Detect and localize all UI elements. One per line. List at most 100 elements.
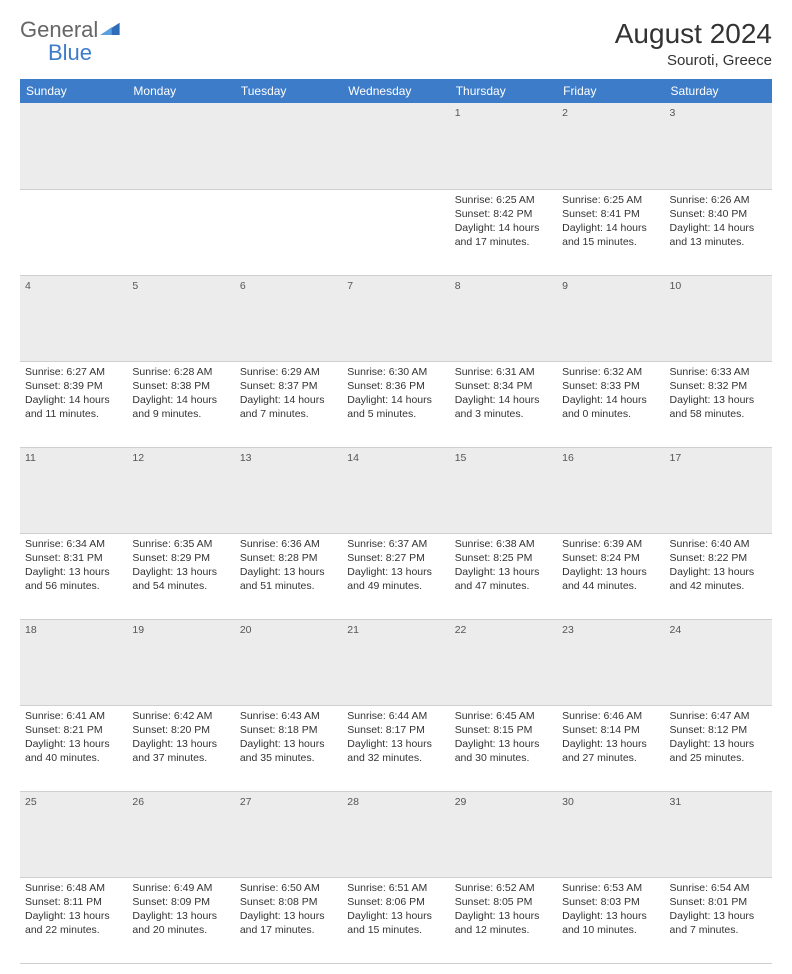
daylight-text: Daylight: 13 hours and 25 minutes. bbox=[670, 737, 767, 765]
sunrise-text: Sunrise: 6:25 AM bbox=[562, 193, 659, 207]
weekday-header: Tuesday bbox=[235, 79, 342, 103]
sunset-text: Sunset: 8:34 PM bbox=[455, 379, 552, 393]
day-detail-cell: Sunrise: 6:54 AMSunset: 8:01 PMDaylight:… bbox=[665, 877, 772, 963]
sunset-text: Sunset: 8:05 PM bbox=[455, 895, 552, 909]
sunrise-text: Sunrise: 6:47 AM bbox=[670, 709, 767, 723]
day-detail-row: Sunrise: 6:25 AMSunset: 8:42 PMDaylight:… bbox=[20, 189, 772, 275]
sunset-text: Sunset: 8:08 PM bbox=[240, 895, 337, 909]
day-number-cell: 28 bbox=[342, 791, 449, 877]
day-detail-cell: Sunrise: 6:53 AMSunset: 8:03 PMDaylight:… bbox=[557, 877, 664, 963]
day-detail-cell: Sunrise: 6:34 AMSunset: 8:31 PMDaylight:… bbox=[20, 533, 127, 619]
weekday-header: Thursday bbox=[450, 79, 557, 103]
day-number-cell: 24 bbox=[665, 619, 772, 705]
day-detail-cell: Sunrise: 6:29 AMSunset: 8:37 PMDaylight:… bbox=[235, 361, 342, 447]
sunrise-text: Sunrise: 6:39 AM bbox=[562, 537, 659, 551]
day-detail-cell: Sunrise: 6:50 AMSunset: 8:08 PMDaylight:… bbox=[235, 877, 342, 963]
daylight-text: Daylight: 13 hours and 12 minutes. bbox=[455, 909, 552, 937]
day-number-cell: 12 bbox=[127, 447, 234, 533]
sunset-text: Sunset: 8:39 PM bbox=[25, 379, 122, 393]
sunrise-text: Sunrise: 6:30 AM bbox=[347, 365, 444, 379]
day-number-cell bbox=[342, 103, 449, 189]
daylight-text: Daylight: 13 hours and 32 minutes. bbox=[347, 737, 444, 765]
sunrise-text: Sunrise: 6:45 AM bbox=[455, 709, 552, 723]
sunset-text: Sunset: 8:33 PM bbox=[562, 379, 659, 393]
day-detail-cell: Sunrise: 6:41 AMSunset: 8:21 PMDaylight:… bbox=[20, 705, 127, 791]
day-detail-cell: Sunrise: 6:39 AMSunset: 8:24 PMDaylight:… bbox=[557, 533, 664, 619]
daylight-text: Daylight: 13 hours and 30 minutes. bbox=[455, 737, 552, 765]
brand-part2: Blue bbox=[20, 40, 92, 65]
daylight-text: Daylight: 13 hours and 44 minutes. bbox=[562, 565, 659, 593]
day-detail-cell: Sunrise: 6:46 AMSunset: 8:14 PMDaylight:… bbox=[557, 705, 664, 791]
day-number-cell: 4 bbox=[20, 275, 127, 361]
daylight-text: Daylight: 13 hours and 51 minutes. bbox=[240, 565, 337, 593]
day-detail-cell: Sunrise: 6:28 AMSunset: 8:38 PMDaylight:… bbox=[127, 361, 234, 447]
sunset-text: Sunset: 8:24 PM bbox=[562, 551, 659, 565]
sunrise-text: Sunrise: 6:36 AM bbox=[240, 537, 337, 551]
day-detail-cell bbox=[127, 189, 234, 275]
day-detail-cell: Sunrise: 6:27 AMSunset: 8:39 PMDaylight:… bbox=[20, 361, 127, 447]
day-detail-row: Sunrise: 6:27 AMSunset: 8:39 PMDaylight:… bbox=[20, 361, 772, 447]
weekday-header: Friday bbox=[557, 79, 664, 103]
daylight-text: Daylight: 14 hours and 0 minutes. bbox=[562, 393, 659, 421]
sunset-text: Sunset: 8:29 PM bbox=[132, 551, 229, 565]
day-number-cell: 5 bbox=[127, 275, 234, 361]
sunset-text: Sunset: 8:28 PM bbox=[240, 551, 337, 565]
sunset-text: Sunset: 8:06 PM bbox=[347, 895, 444, 909]
brand-triangle-icon bbox=[100, 16, 120, 39]
day-number-cell: 13 bbox=[235, 447, 342, 533]
daylight-text: Daylight: 13 hours and 27 minutes. bbox=[562, 737, 659, 765]
sunrise-text: Sunrise: 6:48 AM bbox=[25, 881, 122, 895]
day-detail-cell: Sunrise: 6:47 AMSunset: 8:12 PMDaylight:… bbox=[665, 705, 772, 791]
day-number-cell: 20 bbox=[235, 619, 342, 705]
day-number-cell: 15 bbox=[450, 447, 557, 533]
sunset-text: Sunset: 8:21 PM bbox=[25, 723, 122, 737]
daylight-text: Daylight: 14 hours and 9 minutes. bbox=[132, 393, 229, 421]
daylight-text: Daylight: 13 hours and 54 minutes. bbox=[132, 565, 229, 593]
sunrise-text: Sunrise: 6:25 AM bbox=[455, 193, 552, 207]
day-detail-cell: Sunrise: 6:25 AMSunset: 8:41 PMDaylight:… bbox=[557, 189, 664, 275]
daylight-text: Daylight: 13 hours and 40 minutes. bbox=[25, 737, 122, 765]
sunrise-text: Sunrise: 6:40 AM bbox=[670, 537, 767, 551]
day-number-cell: 9 bbox=[557, 275, 664, 361]
day-number-cell bbox=[20, 103, 127, 189]
brand-part1: General bbox=[20, 17, 98, 42]
sunset-text: Sunset: 8:42 PM bbox=[455, 207, 552, 221]
day-number-cell: 7 bbox=[342, 275, 449, 361]
sunrise-text: Sunrise: 6:29 AM bbox=[240, 365, 337, 379]
page-title: August 2024 bbox=[615, 18, 772, 50]
daylight-text: Daylight: 13 hours and 49 minutes. bbox=[347, 565, 444, 593]
sunrise-text: Sunrise: 6:33 AM bbox=[670, 365, 767, 379]
day-number-cell: 21 bbox=[342, 619, 449, 705]
day-detail-cell: Sunrise: 6:32 AMSunset: 8:33 PMDaylight:… bbox=[557, 361, 664, 447]
day-number-row: 18192021222324 bbox=[20, 619, 772, 705]
sunrise-text: Sunrise: 6:31 AM bbox=[455, 365, 552, 379]
daylight-text: Daylight: 13 hours and 56 minutes. bbox=[25, 565, 122, 593]
sunrise-text: Sunrise: 6:51 AM bbox=[347, 881, 444, 895]
weekday-header: Monday bbox=[127, 79, 234, 103]
daylight-text: Daylight: 14 hours and 3 minutes. bbox=[455, 393, 552, 421]
daylight-text: Daylight: 14 hours and 17 minutes. bbox=[455, 221, 552, 249]
day-detail-cell: Sunrise: 6:25 AMSunset: 8:42 PMDaylight:… bbox=[450, 189, 557, 275]
day-detail-cell: Sunrise: 6:31 AMSunset: 8:34 PMDaylight:… bbox=[450, 361, 557, 447]
sunrise-text: Sunrise: 6:52 AM bbox=[455, 881, 552, 895]
daylight-text: Daylight: 14 hours and 13 minutes. bbox=[670, 221, 767, 249]
day-detail-cell: Sunrise: 6:48 AMSunset: 8:11 PMDaylight:… bbox=[20, 877, 127, 963]
sunrise-text: Sunrise: 6:44 AM bbox=[347, 709, 444, 723]
day-number-cell: 25 bbox=[20, 791, 127, 877]
sunrise-text: Sunrise: 6:49 AM bbox=[132, 881, 229, 895]
sunset-text: Sunset: 8:25 PM bbox=[455, 551, 552, 565]
day-detail-cell bbox=[20, 189, 127, 275]
sunset-text: Sunset: 8:22 PM bbox=[670, 551, 767, 565]
location-label: Souroti, Greece bbox=[615, 52, 772, 69]
brand-logo: GeneralBlue bbox=[20, 18, 120, 64]
daylight-text: Daylight: 14 hours and 5 minutes. bbox=[347, 393, 444, 421]
day-number-cell: 19 bbox=[127, 619, 234, 705]
sunset-text: Sunset: 8:27 PM bbox=[347, 551, 444, 565]
day-number-cell: 29 bbox=[450, 791, 557, 877]
day-detail-cell: Sunrise: 6:36 AMSunset: 8:28 PMDaylight:… bbox=[235, 533, 342, 619]
sunrise-text: Sunrise: 6:43 AM bbox=[240, 709, 337, 723]
daylight-text: Daylight: 13 hours and 42 minutes. bbox=[670, 565, 767, 593]
day-detail-row: Sunrise: 6:41 AMSunset: 8:21 PMDaylight:… bbox=[20, 705, 772, 791]
header: GeneralBlue August 2024 Souroti, Greece bbox=[20, 18, 772, 69]
sunset-text: Sunset: 8:36 PM bbox=[347, 379, 444, 393]
